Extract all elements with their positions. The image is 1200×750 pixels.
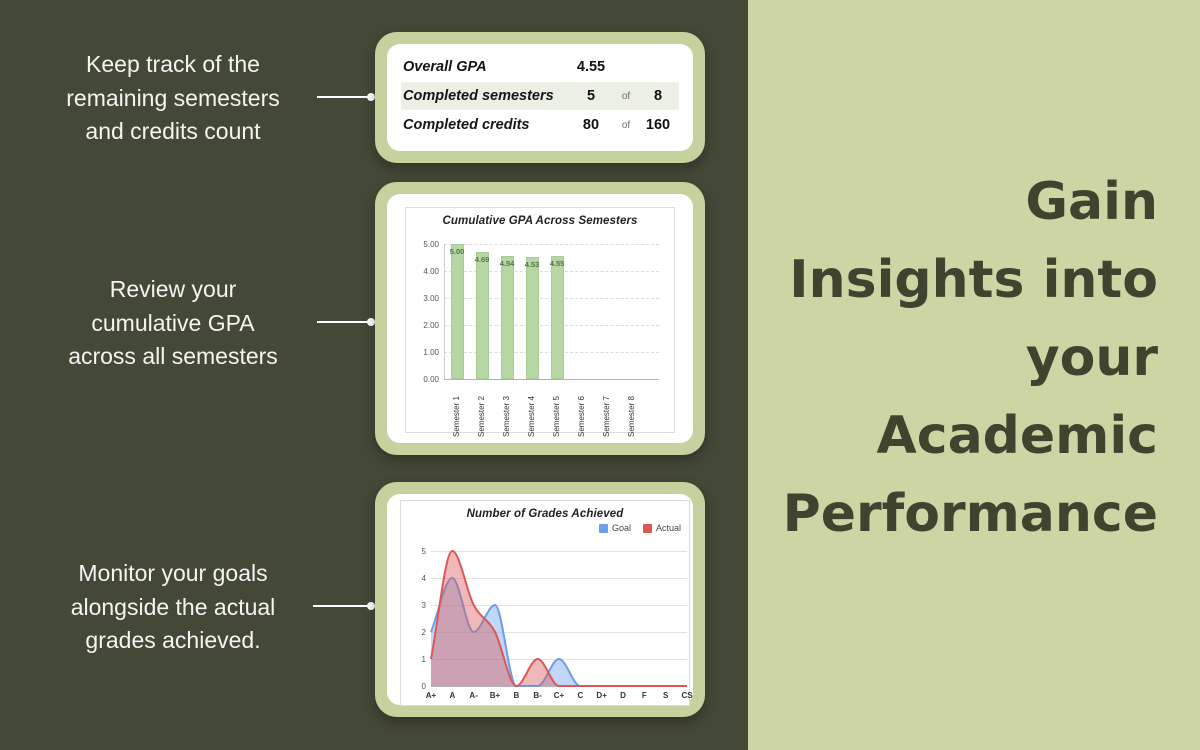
stat-label: Completed semesters	[403, 88, 554, 104]
y-axis-tick-label: 2.00	[423, 321, 439, 330]
annotation-semesters-credits: Keep track of the remaining semesters an…	[66, 51, 280, 144]
y-axis-tick-label: 3.00	[423, 294, 439, 303]
grid-line	[431, 551, 687, 552]
stats-row-overall-gpa: Overall GPA 4.55	[401, 53, 679, 81]
bar-semester-2	[475, 252, 489, 379]
x-axis-tick-label: A+	[425, 691, 437, 700]
connector-arrow-icon	[317, 93, 375, 101]
bar-value-label: 4.55	[549, 259, 565, 269]
stat-of: of	[621, 119, 631, 131]
x-axis-tick-label: D	[620, 691, 626, 700]
bar-semester-1	[450, 244, 464, 379]
bar-chart-title: Cumulative GPA Across Semesters	[442, 215, 638, 227]
x-axis-tick-label: D+	[596, 691, 607, 700]
annotation-cumulative-gpa: Review your cumulative GPA across all se…	[68, 276, 278, 369]
x-axis-tick-label: C	[577, 691, 584, 700]
area-fill-actual	[431, 551, 687, 686]
stat-total: 8	[653, 88, 663, 104]
bar-semester-4	[525, 256, 539, 379]
x-axis-tick-label: B-	[533, 691, 542, 700]
y-axis-tick-label: 2	[421, 628, 426, 637]
bar-chart-plot: 5.00 4.00 3.00 2.00 1.00 0.00 5.00 Semester 1 4.…	[406, 208, 674, 437]
bar-semester-5	[550, 256, 564, 379]
right-panel: Gain Insights into your Academic Perform…	[748, 0, 1200, 750]
y-axis-tick-label: 1.00	[423, 348, 439, 357]
x-axis-tick-label: Semester 4	[527, 396, 536, 437]
bar-chart-body: Cumulative GPA Across Semesters 5.00 4.00…	[387, 194, 693, 443]
connector-arrow-icon	[313, 602, 375, 610]
x-axis-tick-label: A-	[469, 691, 478, 700]
stat-value: 80	[582, 117, 600, 133]
grid-line	[431, 605, 687, 606]
legend-label: Actual	[655, 523, 681, 533]
x-axis-tick-label: C+	[553, 691, 565, 700]
y-axis-tick-label: 0	[421, 682, 426, 691]
x-axis-tick-label: Semester 3	[502, 396, 511, 437]
x-axis-tick-label: Semester 5	[552, 396, 561, 437]
legend-item-goal: Goal	[598, 523, 631, 533]
annotation-goals-actual: Monitor your goals alongside the actual …	[70, 560, 276, 653]
x-axis-tick-label: CS	[681, 691, 693, 700]
stats-row-completed-credits: Completed credits 80 of 160	[401, 111, 679, 139]
grid-line	[444, 244, 659, 245]
x-axis-tick-label: A	[449, 691, 456, 700]
y-axis-tick-label: 4.00	[423, 267, 439, 276]
stat-label: Completed credits	[403, 117, 530, 133]
x-axis-tick-label: Semester 6	[577, 396, 586, 437]
y-axis-tick-label: 5.00	[423, 240, 439, 249]
x-axis-tick-label: S	[662, 691, 669, 700]
stat-value: 5	[586, 88, 596, 104]
area-chart-title: Number of Grades Achieved	[466, 508, 624, 520]
x-axis-tick-label: Semester 1	[452, 396, 461, 437]
y-axis-line	[444, 244, 445, 379]
x-axis-tick-label: F	[641, 691, 647, 700]
goal-swatch-icon	[598, 523, 608, 533]
y-axis-tick-label: 4	[421, 574, 426, 583]
area-chart-body: Number of Grades Achieved Goal Actual 5 4…	[387, 494, 693, 706]
y-axis-tick-label: 1	[421, 655, 426, 664]
x-axis-tick-label: Semester 2	[477, 396, 486, 437]
y-axis-tick-label: 3	[421, 601, 426, 610]
stat-total: 160	[645, 117, 671, 133]
bar-value-label: 4.69	[474, 255, 490, 265]
bar-semester-3	[500, 256, 514, 379]
stats-row-completed-semesters: Completed semesters 5 of 8	[401, 82, 679, 110]
legend-label: Goal	[611, 523, 631, 533]
y-axis-tick-label: 0.00	[423, 375, 439, 384]
y-axis-tick-label: 5	[421, 547, 426, 556]
legend-item-actual: Actual	[642, 523, 681, 533]
grid-line	[444, 379, 659, 380]
stat-label: Overall GPA	[403, 59, 487, 75]
grid-line	[431, 632, 687, 633]
actual-swatch-icon	[642, 523, 652, 533]
bar-value-label: 4.53	[524, 259, 540, 269]
chart-legend: Goal Actual	[598, 523, 681, 533]
bar-value-label: 5.00	[449, 247, 465, 256]
area-chart-frame: Number of Grades Achieved Goal Actual 5 4…	[400, 500, 693, 706]
x-axis-tick-label: Semester 7	[602, 396, 611, 437]
gpa-bar-chart-card: Cumulative GPA Across Semesters 5.00 4.00…	[375, 182, 705, 455]
left-panel: Keep track of the remaining semesters an…	[66, 32, 705, 717]
x-axis-tick-label: B+	[489, 691, 501, 700]
stat-value: 4.55	[576, 59, 606, 75]
bar-value-label: 4.54	[499, 259, 515, 269]
x-axis-tick-label: B	[513, 691, 520, 700]
connector-arrow-icon	[317, 318, 375, 326]
grades-area-chart-card: Number of Grades Achieved Goal Actual 5 4…	[375, 482, 705, 717]
area-series-canvas	[430, 549, 687, 688]
area-chart-plot: 5 4 3 2 1 0 A+ A A- B+ B B- C+ C D+ D F S CS	[401, 501, 693, 705]
x-axis-tick-label: Semester 8	[627, 396, 636, 437]
headline: Gain Insights into your Academic Perform…	[782, 172, 1158, 544]
stats-card: Overall GPA 4.55 Completed semesters 5 o…	[375, 32, 705, 163]
bar-chart-frame: Cumulative GPA Across Semesters 5.00 4.00…	[405, 207, 675, 437]
area-line-actual	[430, 549, 687, 688]
stat-of: of	[621, 90, 631, 102]
grid-line	[431, 578, 687, 579]
stats-card-body: Overall GPA 4.55 Completed semesters 5 o…	[387, 44, 693, 151]
